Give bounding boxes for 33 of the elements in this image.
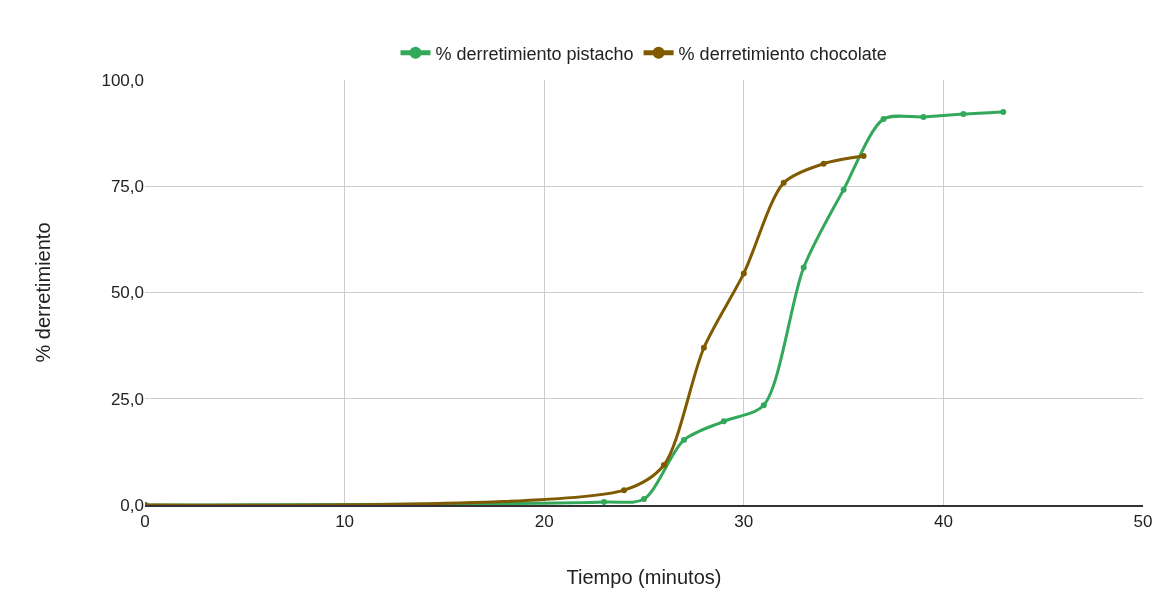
- y-tick-label: 75,0: [110, 177, 144, 197]
- y-tick-label: 50,0: [110, 283, 144, 303]
- point: [860, 153, 867, 160]
- x-tick-label: 40: [933, 512, 953, 532]
- point: [720, 418, 727, 425]
- point: [820, 160, 827, 167]
- legend-label: % derretimiento pistacho: [435, 43, 634, 64]
- point: [920, 113, 927, 120]
- point: [1000, 108, 1007, 115]
- y-tick-label: 0,0: [120, 495, 144, 515]
- point: [780, 179, 787, 186]
- x-tick-label: 30: [734, 512, 754, 532]
- x-axis-title: Tiempo (minutos): [566, 566, 722, 589]
- y-tick-label: 100,0: [101, 70, 144, 90]
- point: [621, 487, 628, 494]
- x-tick-label: 0: [140, 512, 150, 532]
- point: [641, 496, 647, 503]
- x-tick-label: 10: [335, 512, 355, 532]
- point: [960, 111, 967, 117]
- point: [601, 499, 608, 505]
- point: [700, 344, 707, 351]
- legend-label: % derretimiento chocolate: [678, 43, 887, 64]
- point: [740, 270, 747, 277]
- point: [660, 462, 667, 469]
- y-axis-title: % derretimiento: [31, 222, 54, 363]
- point: [800, 264, 807, 271]
- point: [880, 116, 887, 123]
- x-tick-label: 50: [1133, 512, 1153, 532]
- y-tick-label: 25,0: [110, 389, 144, 409]
- point: [680, 436, 687, 443]
- point: [840, 186, 847, 193]
- x-tick-label: 20: [534, 512, 554, 532]
- point: [760, 402, 767, 409]
